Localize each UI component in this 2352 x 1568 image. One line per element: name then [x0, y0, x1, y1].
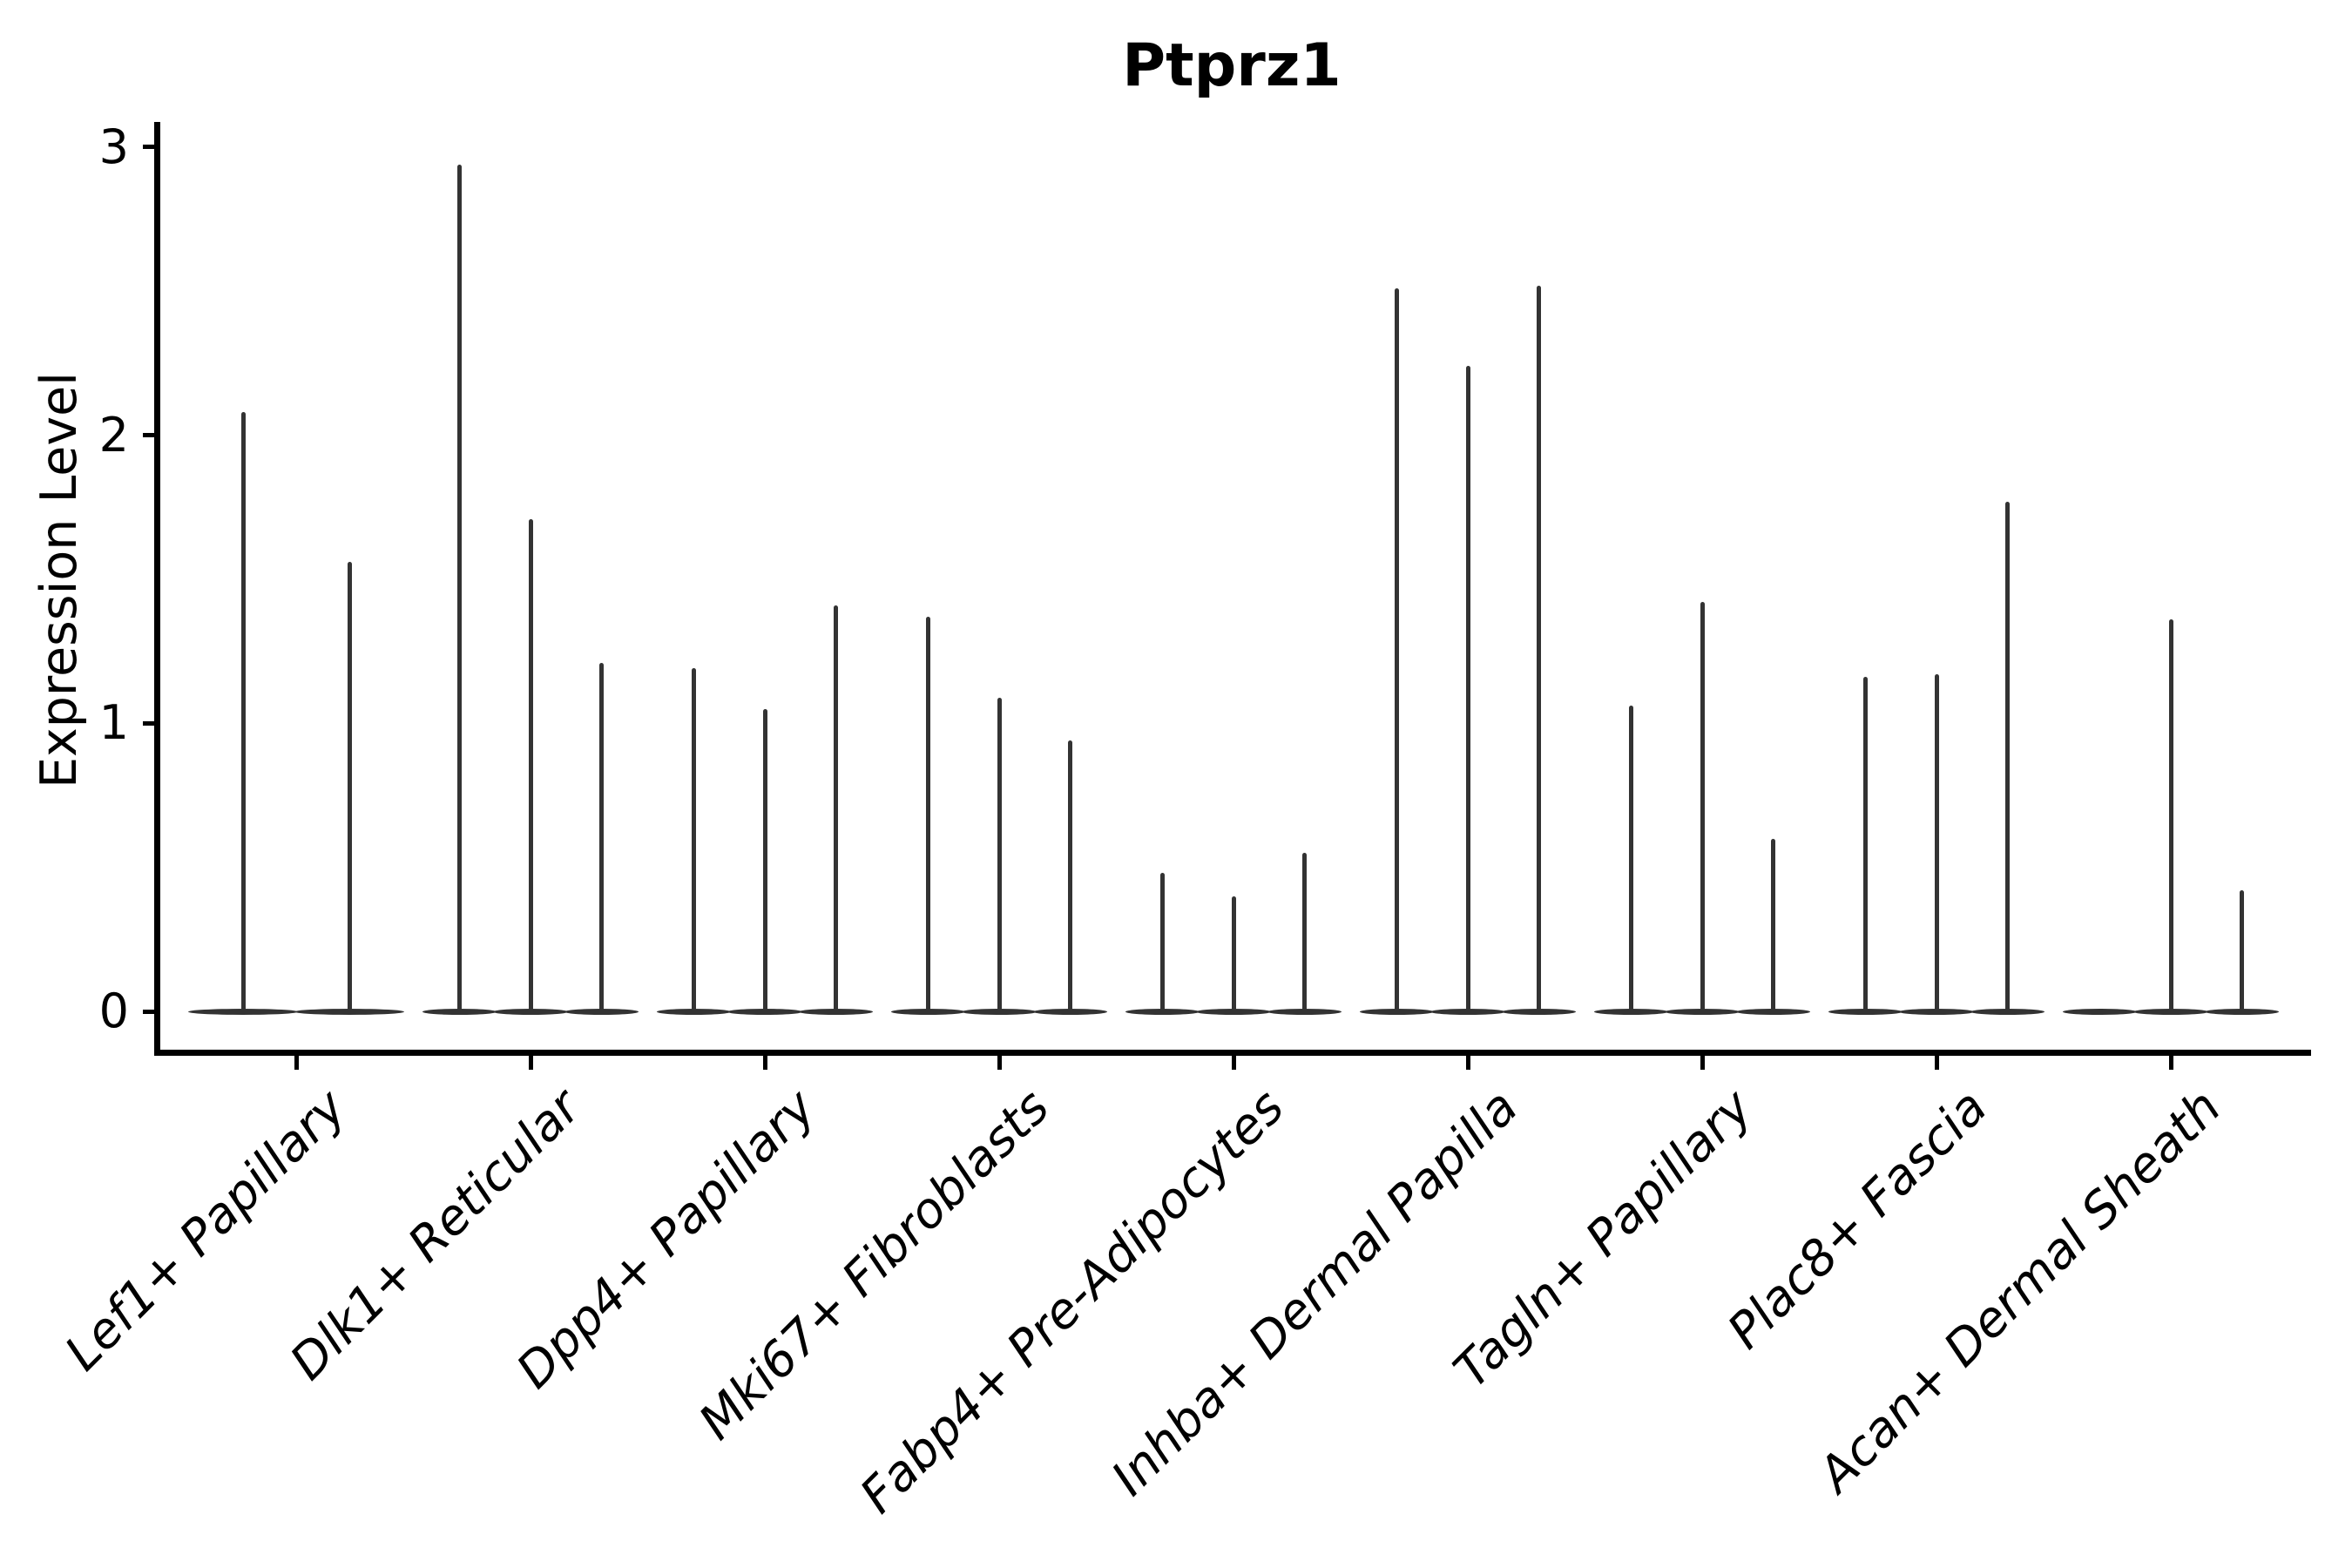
y-axis-title: Expression Level: [30, 372, 88, 788]
violin-spike: [926, 616, 931, 1013]
y-tick-label: 1: [98, 695, 129, 751]
violin-spike: [347, 562, 352, 1013]
x-axis-spine: [154, 1050, 2311, 1056]
violin-spike: [833, 605, 838, 1013]
y-tick: [143, 433, 155, 438]
violin-spike: [2004, 501, 2010, 1013]
violin-spike: [762, 708, 767, 1013]
violin-spike: [240, 412, 246, 1013]
category-label: Fabp4+ Pre-Adipocytes: [849, 1078, 1295, 1524]
violin-spike: [997, 697, 1002, 1013]
y-tick: [143, 145, 155, 150]
x-tick: [997, 1056, 1002, 1070]
violin-spike: [1770, 838, 1775, 1013]
y-tick: [143, 1009, 155, 1014]
x-tick: [1934, 1056, 1939, 1070]
violin-spike: [528, 518, 533, 1013]
violin-spike: [2239, 890, 2244, 1013]
violin-spike: [1465, 366, 1470, 1013]
violin-spike: [692, 668, 697, 1013]
violin-spike: [1934, 674, 1939, 1013]
x-tick: [762, 1056, 767, 1070]
x-tick: [2168, 1056, 2173, 1070]
y-tick-label: 0: [98, 983, 129, 1038]
x-tick: [1700, 1056, 1705, 1070]
y-axis-spine: [154, 122, 160, 1056]
y-tick: [143, 720, 155, 726]
category-label: Acan+ Dermal Sheath: [1808, 1078, 2233, 1504]
violin-base: [2063, 1008, 2138, 1015]
violin-spike: [1700, 602, 1705, 1013]
x-tick: [294, 1056, 299, 1070]
violin-spike: [1067, 740, 1072, 1013]
violin-spike: [1536, 285, 1541, 1013]
violin-spike: [1395, 287, 1400, 1013]
x-tick: [1465, 1056, 1470, 1070]
violin-spike: [1160, 873, 1166, 1013]
y-tick-label: 3: [98, 118, 129, 174]
violin-spike: [1231, 896, 1236, 1013]
violin-spike: [1629, 706, 1634, 1013]
chart-title: Ptprz1: [1122, 31, 1342, 100]
violin-spike: [2168, 619, 2173, 1013]
violin-spike: [1863, 677, 1869, 1013]
violin-spike: [1301, 853, 1307, 1013]
x-tick: [528, 1056, 533, 1070]
x-tick: [1231, 1056, 1236, 1070]
category-label: Inhba+ Dermal Papilla: [1101, 1078, 1530, 1507]
violin-spike: [598, 662, 604, 1013]
y-tick-label: 2: [98, 407, 129, 463]
violin-spike: [457, 164, 463, 1013]
